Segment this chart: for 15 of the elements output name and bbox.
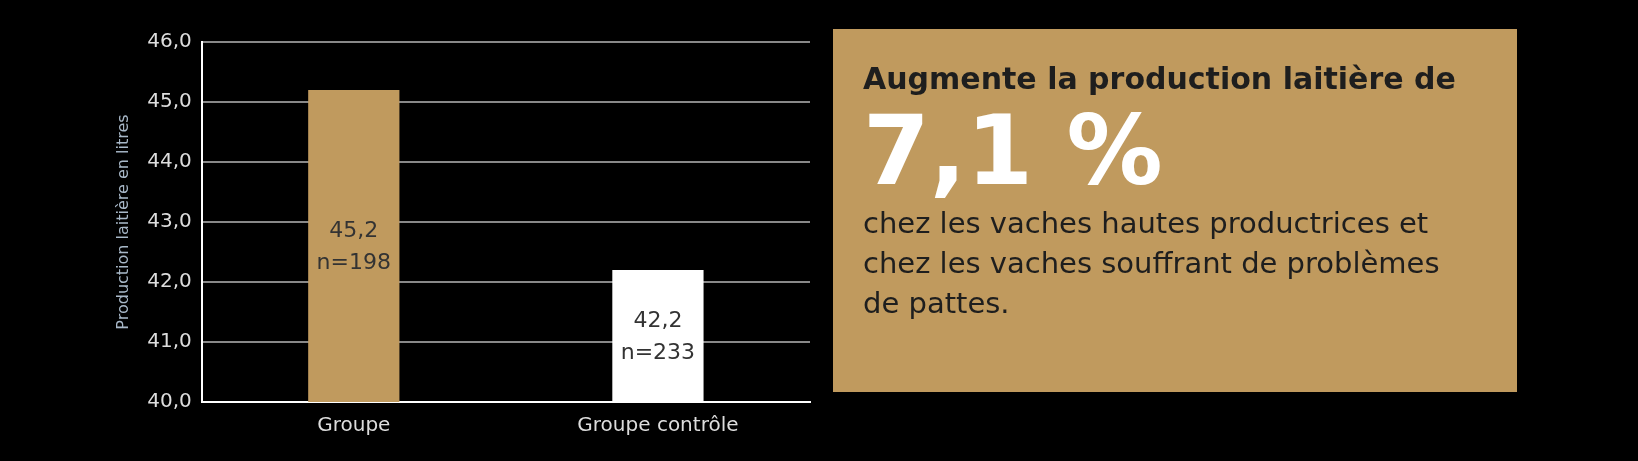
data-label: 45,2 n=198 [315, 216, 392, 276]
y-tick-label: 43,0 [147, 208, 192, 233]
text: chez les vaches hautes productrices et chez les vaches souffrant de problèmes de pattes. [863, 205, 1441, 322]
y-tick-label: 41,0 [147, 328, 192, 353]
y-tick-label: 46,0 [147, 28, 192, 53]
y-tick-label: 40,0 [147, 388, 192, 413]
text: 7,1 % [863, 95, 1164, 207]
x-tick-label: Groupe [317, 412, 391, 437]
y-tick-label: 42,0 [147, 268, 192, 293]
x-tick-label: Groupe contrôle [577, 412, 739, 437]
text: Augmente la production laitière de [863, 61, 1457, 97]
y-tick-label: 45,0 [147, 88, 192, 113]
data-label: 42,2 n=233 [619, 306, 697, 366]
y-axis-title: Production laitière en litres [112, 114, 132, 330]
y-tick-label: 44,0 [147, 148, 192, 173]
